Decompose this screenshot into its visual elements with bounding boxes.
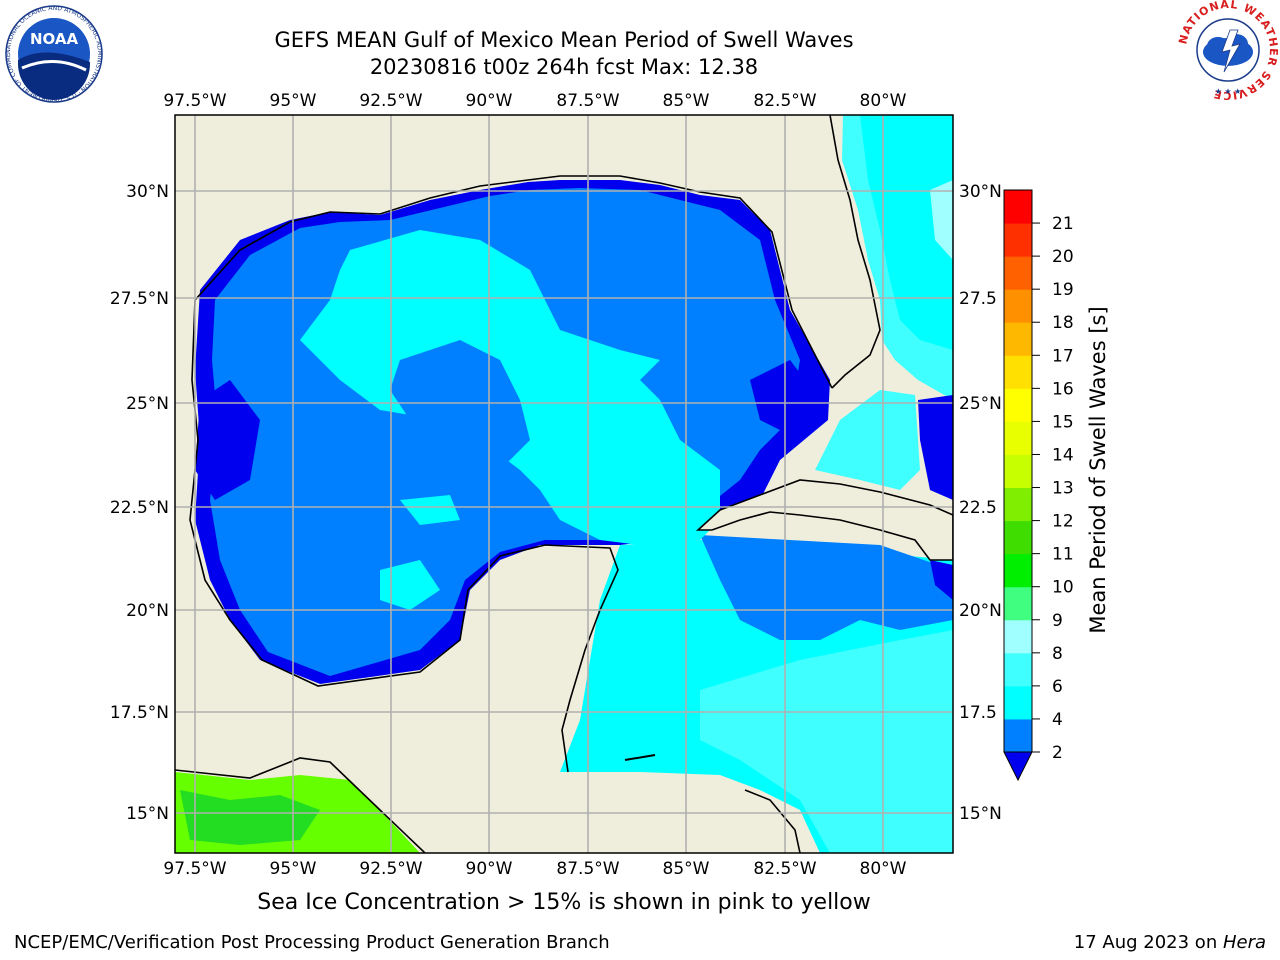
colorbar-tick-label: 6 bbox=[1052, 677, 1063, 697]
svg-text:87.5°W: 87.5°W bbox=[556, 91, 619, 111]
svg-text:NOAA: NOAA bbox=[30, 30, 79, 48]
colorbar-bin bbox=[1004, 388, 1032, 422]
svg-text:80°W: 80°W bbox=[860, 859, 907, 879]
map-subtitle: 20230816 t00z 264h fcst Max: 12.38 bbox=[369, 55, 759, 79]
lon-labels-top: 97.5°W 95°W 92.5°W 90°W 87.5°W 85°W 82.5… bbox=[163, 91, 906, 111]
footer-credit: NCEP/EMC/Verification Post Processing Pr… bbox=[14, 932, 610, 953]
svg-text:80°W: 80°W bbox=[860, 91, 907, 111]
colorbar-bin bbox=[1004, 421, 1032, 455]
colorbar-bin bbox=[1004, 520, 1032, 555]
colorbar-bin bbox=[1004, 619, 1032, 654]
colorbar-tick-label: 21 bbox=[1052, 214, 1074, 234]
svg-text:15°N: 15°N bbox=[959, 804, 1002, 824]
colorbar-tick-label: 15 bbox=[1052, 412, 1074, 432]
gulf-water-patch2 bbox=[400, 495, 460, 525]
svg-text:30°N: 30°N bbox=[959, 182, 1002, 202]
pacific-water-green bbox=[180, 790, 320, 845]
colorbar-tick-label: 13 bbox=[1052, 479, 1074, 499]
cuba bbox=[695, 479, 953, 561]
colorbar-tick-label: 12 bbox=[1052, 512, 1074, 532]
svg-text:95°W: 95°W bbox=[270, 91, 317, 111]
gulf-water-west bbox=[195, 380, 260, 500]
colorbar-bin bbox=[1004, 190, 1032, 224]
colorbar-bin bbox=[1004, 718, 1032, 753]
nws-logo: NATIONAL WEATHER SERVICE ★ ★ ★ bbox=[1178, 0, 1278, 100]
svg-text:20°N: 20°N bbox=[959, 601, 1002, 621]
colorbar-label: Mean Period of Swell Waves [s] bbox=[1086, 306, 1110, 633]
svg-text:22.5°N: 22.5°N bbox=[110, 498, 169, 518]
colorbar-bin bbox=[1004, 454, 1032, 489]
footer-date-text: 17 Aug 2023 on bbox=[1073, 932, 1223, 953]
colorbar-tick-label: 8 bbox=[1052, 644, 1063, 664]
colorbar-tick-label: 16 bbox=[1052, 379, 1074, 399]
graticule bbox=[175, 115, 953, 853]
svg-text:27.5°N: 27.5°N bbox=[110, 289, 169, 309]
colorbar-tick-label: 2 bbox=[1052, 743, 1063, 763]
atlantic-water-light bbox=[930, 180, 953, 260]
gulf-water-center-blue bbox=[390, 340, 530, 470]
svg-text:92.5°W: 92.5°W bbox=[359, 91, 422, 111]
colorbar-bin bbox=[1004, 322, 1032, 356]
colorbar-frame bbox=[1003, 189, 1033, 753]
lat-labels-left: 30°N 27.5°N 25°N 22.5°N 20°N 17.5°N 15°N bbox=[110, 182, 169, 824]
colorbar-bin bbox=[1004, 553, 1032, 588]
colorbar-under-arrow bbox=[1003, 751, 1033, 782]
colorbar-bin bbox=[1004, 685, 1032, 720]
lon-labels-bottom: 97.5°W 95°W 92.5°W 90°W 87.5°W 85°W 82.5… bbox=[163, 859, 906, 879]
svg-text:★ ★ ★: ★ ★ ★ bbox=[1215, 87, 1242, 96]
colorbar-tick-label: 18 bbox=[1052, 313, 1074, 333]
svg-text:97.5°W: 97.5°W bbox=[163, 91, 226, 111]
svg-text:17.5: 17.5 bbox=[959, 703, 997, 723]
svg-text:17.5°N: 17.5°N bbox=[110, 703, 169, 723]
svg-text:25°N: 25°N bbox=[959, 394, 1002, 414]
colorbar-tick-label: 10 bbox=[1052, 578, 1074, 598]
colorbar-tick-label: 14 bbox=[1052, 445, 1074, 465]
svg-text:82.5°W: 82.5°W bbox=[753, 859, 816, 879]
svg-text:27.5: 27.5 bbox=[959, 289, 997, 309]
svg-text:85°W: 85°W bbox=[663, 91, 710, 111]
svg-text:97.5°W: 97.5°W bbox=[163, 859, 226, 879]
svg-text:85°W: 85°W bbox=[663, 859, 710, 879]
colorbar-tick-label: 17 bbox=[1052, 346, 1074, 366]
colorbar-bin bbox=[1004, 256, 1032, 290]
svg-text:20°N: 20°N bbox=[126, 601, 169, 621]
colorbar: 2 4 6 8 9 10 11 12 13 14 15 16 17 18 19 20 21 bbox=[1003, 189, 1074, 782]
svg-text:92.5°W: 92.5°W bbox=[359, 859, 422, 879]
svg-text:25°N: 25°N bbox=[126, 394, 169, 414]
svg-text:87.5°W: 87.5°W bbox=[556, 859, 619, 879]
footer-host: Hera bbox=[1222, 932, 1266, 953]
colorbar-bin bbox=[1004, 586, 1032, 621]
colorbar-bin bbox=[1004, 355, 1032, 389]
svg-text:15°N: 15°N bbox=[126, 804, 169, 824]
straits-water bbox=[815, 390, 920, 490]
svg-text:95°W: 95°W bbox=[270, 859, 317, 879]
colorbar-tick-label: 19 bbox=[1052, 280, 1074, 300]
sea-ice-caption: Sea Ice Concentration > 15% is shown in … bbox=[257, 890, 871, 915]
colorbar-bin bbox=[1004, 487, 1032, 522]
caribbean-water-east bbox=[930, 560, 953, 600]
svg-text:82.5°W: 82.5°W bbox=[753, 91, 816, 111]
colorbar-tick-label: 4 bbox=[1052, 710, 1063, 730]
colorbar-bin bbox=[1004, 289, 1032, 323]
colorbar-bin bbox=[1004, 223, 1032, 257]
svg-text:22.5: 22.5 bbox=[959, 498, 997, 518]
colorbar-bin bbox=[1004, 652, 1032, 687]
bahamas-water bbox=[918, 395, 953, 500]
svg-text:90°W: 90°W bbox=[466, 91, 513, 111]
gulf-water-patch bbox=[380, 560, 440, 610]
svg-text:30°N: 30°N bbox=[126, 182, 169, 202]
caribbean-water-blue bbox=[700, 535, 953, 640]
colorbar-tick-label: 11 bbox=[1052, 545, 1074, 565]
map-title: GEFS MEAN Gulf of Mexico Mean Period of … bbox=[274, 28, 854, 52]
lat-labels-right: 30°N 27.5 25°N 22.5 20°N 17.5 15°N bbox=[959, 182, 1002, 824]
footer-date: 17 Aug 2023 on Hera bbox=[1074, 932, 1266, 953]
caribbean-water-light bbox=[700, 630, 953, 853]
noaa-logo: NATIONAL OCEANIC AND ATMOSPHERIC ADMINIS… bbox=[4, 4, 103, 103]
colorbar-tick-label: 9 bbox=[1052, 611, 1063, 631]
map-frame bbox=[174, 114, 954, 854]
svg-text:90°W: 90°W bbox=[466, 859, 513, 879]
colorbar-tick-label: 20 bbox=[1052, 247, 1074, 267]
